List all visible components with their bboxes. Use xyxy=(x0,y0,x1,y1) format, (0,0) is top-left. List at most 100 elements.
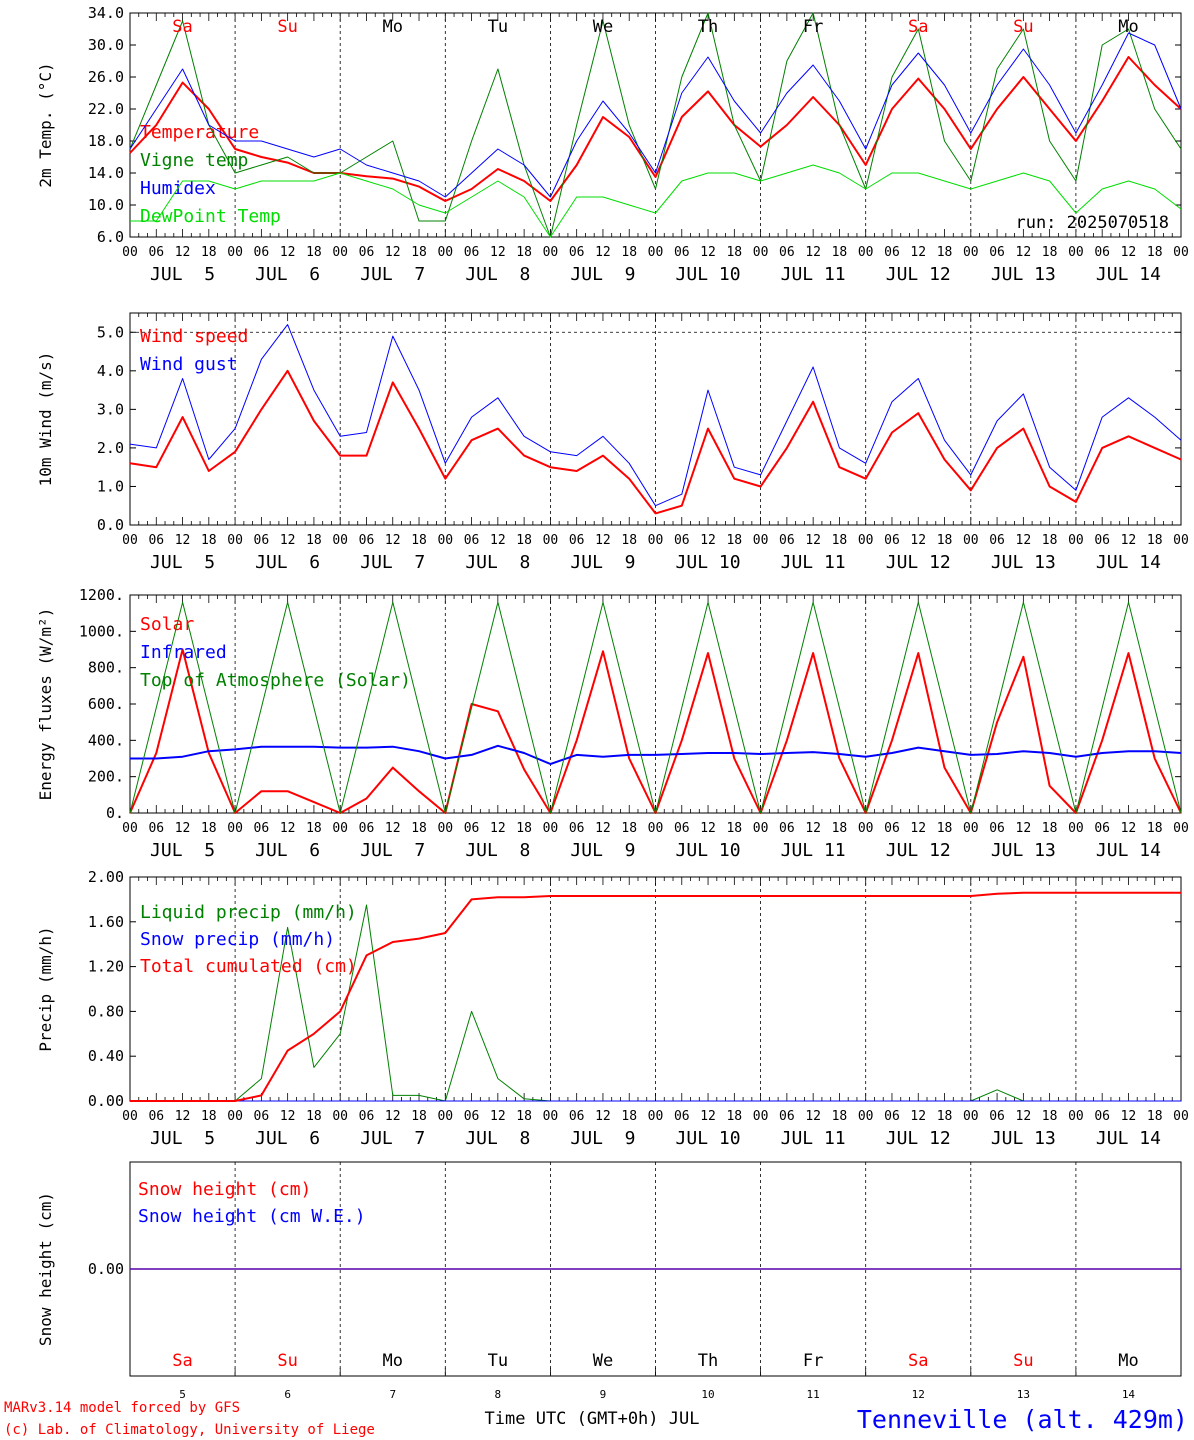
hour-label: 06 xyxy=(254,245,270,260)
hour-label: 12 xyxy=(700,533,716,548)
hour-label: 12 xyxy=(700,1109,716,1124)
hour-label: 06 xyxy=(674,245,690,260)
hour-label: 00 xyxy=(122,1109,138,1124)
hour-label: 06 xyxy=(1094,245,1110,260)
y-tick-label: 1.60 xyxy=(88,913,124,931)
day-name: Tu xyxy=(488,17,508,37)
legend-entry: Top of Atmosphere (Solar) xyxy=(140,670,411,691)
hour-label: 06 xyxy=(1094,533,1110,548)
day-name: Tu xyxy=(488,1351,508,1371)
hour-label: 12 xyxy=(385,1109,401,1124)
day-name: Th xyxy=(698,17,718,37)
hour-label: 18 xyxy=(411,1109,427,1124)
day-name: Mo xyxy=(383,17,403,37)
hour-label: 06 xyxy=(779,533,795,548)
date-label: JUL 12 xyxy=(886,264,951,285)
y-tick-label: 0.00 xyxy=(88,1092,124,1110)
date-label: JUL 8 xyxy=(465,1128,530,1149)
hour-label: 18 xyxy=(306,1109,322,1124)
hour-label: 00 xyxy=(543,821,559,836)
y-tick-label: 34.0 xyxy=(88,4,124,22)
y-tick-label: 1200. xyxy=(79,586,124,604)
hour-label: 12 xyxy=(1121,821,1137,836)
hour-label: 12 xyxy=(1016,245,1032,260)
hour-label: 00 xyxy=(1068,533,1084,548)
hour-label: 06 xyxy=(779,821,795,836)
hour-label: 12 xyxy=(490,1109,506,1124)
hour-label: 06 xyxy=(359,245,375,260)
series-line xyxy=(129,56,1182,202)
hour-label: 12 xyxy=(175,1109,191,1124)
hour-label: 00 xyxy=(963,821,979,836)
series-line xyxy=(129,601,1182,814)
date-number: 10 xyxy=(701,1388,714,1401)
hour-label: 00 xyxy=(437,1109,453,1124)
legend-entry: Solar xyxy=(140,614,194,635)
y-tick-label: 26.0 xyxy=(88,68,124,86)
hour-label: 12 xyxy=(595,245,611,260)
y-tick-label: 30.0 xyxy=(88,36,124,54)
hour-label: 00 xyxy=(437,533,453,548)
hour-label: 12 xyxy=(595,533,611,548)
hour-label: 06 xyxy=(569,245,585,260)
hour-label: 00 xyxy=(1173,821,1189,836)
hour-label: 18 xyxy=(621,245,637,260)
day-name: Th xyxy=(698,1351,718,1371)
hour-label: 12 xyxy=(595,1109,611,1124)
date-number: 6 xyxy=(284,1388,291,1401)
hour-label: 06 xyxy=(148,821,164,836)
date-number: 13 xyxy=(1017,1388,1030,1401)
hour-label: 00 xyxy=(858,821,874,836)
hour-label: 12 xyxy=(490,533,506,548)
hour-label: 06 xyxy=(464,821,480,836)
y-tick-label: 0.40 xyxy=(88,1047,124,1065)
date-number: 12 xyxy=(912,1388,925,1401)
hour-label: 00 xyxy=(648,533,664,548)
day-name: Mo xyxy=(1118,1351,1138,1371)
day-name: We xyxy=(593,17,613,37)
hour-label: 18 xyxy=(1042,533,1058,548)
hour-label: 18 xyxy=(1042,245,1058,260)
y-axis-label: Energy fluxes (W/m²) xyxy=(36,608,55,801)
day-name: We xyxy=(593,1351,613,1371)
hour-label: 12 xyxy=(385,245,401,260)
station-name: Tenneville (alt. 429m) xyxy=(857,1405,1188,1434)
date-label: JUL 6 xyxy=(255,1128,320,1149)
y-tick-label: 14.0 xyxy=(88,164,124,182)
hour-label: 00 xyxy=(332,821,348,836)
hour-label: 12 xyxy=(1016,821,1032,836)
day-ticks xyxy=(129,1368,1182,1376)
hour-label: 00 xyxy=(332,533,348,548)
hour-label: 18 xyxy=(1042,821,1058,836)
hour-label: 06 xyxy=(674,533,690,548)
day-name: Su xyxy=(1013,1351,1033,1371)
hour-label: 18 xyxy=(306,533,322,548)
date-label: JUL 10 xyxy=(676,840,741,861)
hour-label: 00 xyxy=(1068,821,1084,836)
hour-label: 18 xyxy=(1042,1109,1058,1124)
hour-label: 18 xyxy=(306,245,322,260)
legend-entry: Wind gust xyxy=(140,354,238,375)
hour-label: 18 xyxy=(201,533,217,548)
day-name: Sa xyxy=(908,17,928,37)
date-label: JUL 14 xyxy=(1096,552,1161,573)
series-line xyxy=(129,324,1182,507)
hour-label: 18 xyxy=(937,533,953,548)
footer: MARv3.14 model forced by GFS (c) Lab. of… xyxy=(4,1400,1188,1438)
hour-label: 00 xyxy=(963,1109,979,1124)
hour-label: 06 xyxy=(254,533,270,548)
hour-label: 00 xyxy=(543,533,559,548)
date-number: 8 xyxy=(495,1388,502,1401)
hour-label: 06 xyxy=(569,821,585,836)
y-tick-label: 1.0 xyxy=(97,477,124,495)
hour-label: 18 xyxy=(621,1109,637,1124)
y-axis-label: Precip (mm/h) xyxy=(36,926,55,1051)
y-tick-label: 200. xyxy=(88,768,124,786)
y-axis-label: Snow height (cm) xyxy=(36,1192,55,1346)
date-label: JUL 14 xyxy=(1096,840,1161,861)
hour-label: 06 xyxy=(779,1109,795,1124)
hour-label: 00 xyxy=(858,1109,874,1124)
legend-entry: Wind speed xyxy=(140,326,248,347)
hour-label: 18 xyxy=(516,1109,532,1124)
hour-label: 00 xyxy=(648,1109,664,1124)
